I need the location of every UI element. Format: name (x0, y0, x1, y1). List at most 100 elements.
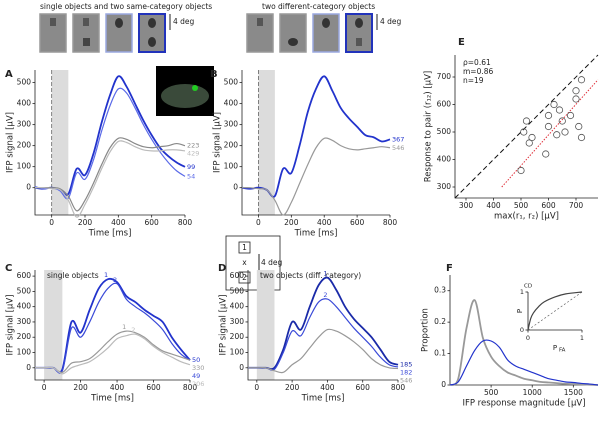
header-right: two different-category objects (262, 2, 375, 11)
y-axis-label: IFP signal [µV] (213, 112, 223, 173)
x-tick-label: 200 (285, 383, 300, 392)
curve-tag: 1 (323, 270, 327, 278)
x-tick-label: 400 (486, 201, 501, 210)
y-tick-label: 0.1 (434, 349, 446, 358)
series-end-label: 367 (392, 135, 404, 143)
identity-line (454, 54, 599, 199)
series-end-label: 99 (187, 163, 195, 171)
x-tick-label: 800 (183, 383, 198, 392)
x-tick-label: 200 (78, 218, 93, 227)
x-tick-label: 800 (178, 218, 193, 227)
y-tick-label: 0.3 (434, 286, 446, 295)
y-tick-label: 100 (230, 348, 245, 357)
series-line (449, 299, 599, 386)
panel-letter: B (210, 69, 218, 80)
curve-tag: 2 (113, 276, 117, 284)
fit-line (501, 79, 599, 188)
axes (34, 70, 185, 216)
y-tick-label: 0 (26, 363, 31, 372)
y-tick-label: 500 (224, 78, 239, 87)
y-axis-label-sub: CD (524, 284, 532, 290)
series-line (34, 87, 186, 200)
point (553, 131, 561, 139)
x-tick-label: 200 (284, 218, 299, 227)
series-line (247, 276, 399, 371)
x-tick-label: 0 (526, 334, 530, 342)
y-tick-label: 400 (437, 155, 452, 164)
series-end-label: 185 (400, 361, 412, 369)
panel-title: two objects (diff. category) (260, 271, 361, 280)
point (522, 117, 531, 125)
x-tick-label: 600 (350, 218, 365, 227)
y-tick-label: 300 (17, 120, 32, 129)
point (555, 106, 564, 114)
stat-annotation: m=0.86 (463, 67, 494, 76)
stimulus-shade (44, 270, 63, 380)
y-tick-label: 200 (230, 332, 245, 341)
y-tick-label: 500 (230, 286, 245, 295)
y-tick-label: 300 (17, 317, 32, 326)
x-tick-label: 600 (145, 218, 160, 227)
curve-tag: 1 (122, 323, 126, 331)
y-tick-label: 100 (17, 162, 32, 171)
axes (241, 70, 390, 216)
y-axis-label: IFP signal [µV] (219, 295, 229, 356)
y-tick-label: 600 (437, 100, 452, 109)
y-axis-label: IFP signal [µV] (6, 112, 16, 173)
panel-letter: E (458, 37, 465, 48)
y-tick-label: 0 (441, 380, 446, 389)
series-end-label: 223 (187, 142, 199, 150)
x-tick-label: 0 (42, 383, 47, 392)
x-tick-label: 600 (146, 383, 161, 392)
x-axis-label: Time [ms] (301, 394, 345, 404)
series-end-label: 49 (192, 372, 200, 380)
thumbnails (39, 13, 378, 116)
y-tick-label: 0 (233, 183, 238, 192)
series-end-label: 546 (400, 377, 412, 385)
point (561, 128, 569, 136)
point (542, 150, 550, 158)
y-tick-label: 200 (17, 141, 32, 150)
y-tick-label: 700 (437, 72, 452, 81)
scale-label: 4 deg (173, 17, 195, 26)
series-end-label: 54 (187, 172, 195, 180)
series-end-label: 546 (392, 144, 404, 152)
series-line (449, 339, 599, 386)
x-tick-label: 400 (111, 218, 126, 227)
series-end-label: 50 (192, 356, 200, 364)
point (544, 122, 553, 131)
stat-annotation: n=19 (463, 76, 484, 85)
curve-tag: 2 (131, 326, 135, 334)
y-tick-label: 600 (230, 271, 245, 280)
x-tick-label: 200 (73, 383, 88, 392)
point (577, 76, 586, 84)
series-line (527, 291, 583, 331)
point (525, 139, 533, 147)
x-tick-label: 400 (317, 218, 332, 227)
x-tick-label: 800 (391, 383, 406, 392)
stimulus-shade (258, 70, 275, 215)
key-bottom: 2 (242, 273, 247, 282)
y-axis-label: P (516, 309, 524, 313)
y-tick-label: 400 (230, 302, 245, 311)
y-tick-label: 0.2 (434, 317, 446, 326)
y-tick-label: 500 (17, 78, 32, 87)
y-tick-label: 500 (437, 127, 452, 136)
series-line (247, 298, 399, 371)
y-tick-label: 300 (224, 120, 239, 129)
panel-letter: F (446, 263, 453, 274)
x-axis-label: IFP response magnitude [µV] (462, 399, 585, 409)
y-tick-label: 400 (224, 99, 239, 108)
point (558, 117, 566, 125)
y-axis-label: Response to pair (r₁₂) [µV] (424, 71, 434, 182)
x-tick-label: 0 (254, 383, 259, 392)
y-tick-label: 0 (520, 326, 524, 334)
x-axis-label: Time [ms] (90, 394, 134, 404)
series-line (241, 137, 391, 216)
point (566, 111, 575, 120)
panel-title: single objects (47, 271, 99, 280)
y-tick-label: 500 (17, 286, 32, 295)
panel-letter: C (5, 263, 12, 274)
series-line (247, 328, 399, 374)
